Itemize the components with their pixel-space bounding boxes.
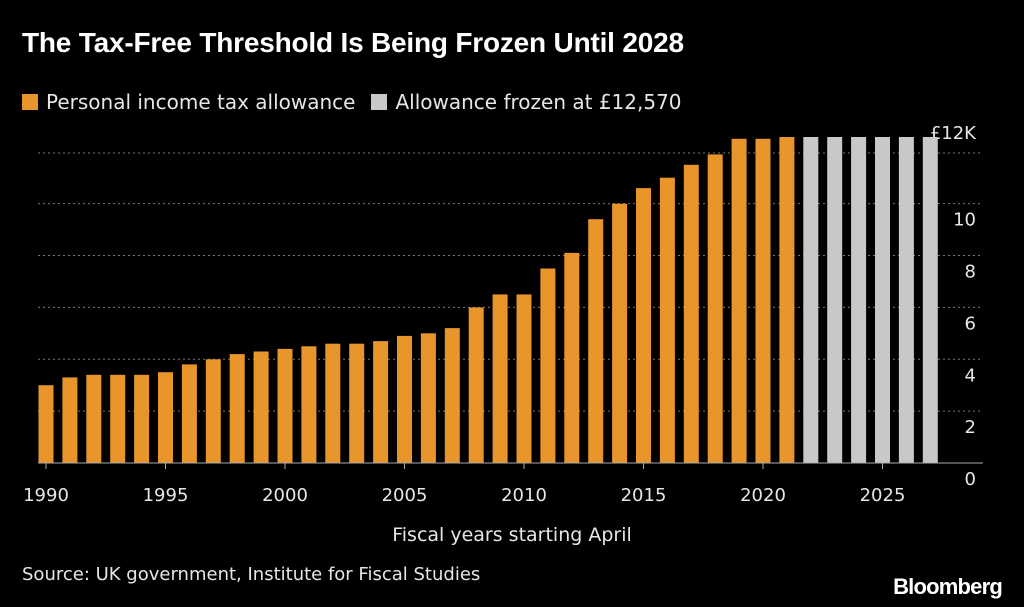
bar-2023 [827, 137, 843, 463]
bar-2000 [277, 348, 293, 463]
bar-2025 [875, 137, 890, 463]
bar-1994 [134, 374, 150, 463]
x-tick-label: 1990 [23, 485, 69, 506]
bar-2005 [397, 335, 412, 463]
chart-title: The Tax-Free Threshold Is Being Frozen U… [22, 27, 684, 58]
bar-2011 [540, 268, 556, 463]
bar-1995 [158, 372, 173, 463]
bar-1991 [62, 377, 78, 463]
legend-label-allowance: Personal income tax allowance [46, 90, 356, 114]
bar-2019 [731, 138, 747, 464]
bar-2003 [349, 343, 365, 463]
bloomberg-logo: Bloomberg [893, 574, 1003, 599]
y-tick-label: £12K [930, 123, 977, 144]
y-tick-label: 6 [965, 313, 976, 334]
bar-2017 [683, 164, 699, 464]
bar-2014 [612, 203, 628, 463]
x-tick-label: 2010 [501, 485, 547, 506]
bar-2006 [420, 333, 436, 463]
bar-2016 [659, 177, 675, 463]
bar-2021 [779, 137, 795, 463]
y-tick-label: 2 [965, 417, 976, 438]
bar-2002 [325, 343, 341, 463]
bar-2015 [636, 188, 651, 463]
bar-1993 [110, 374, 126, 463]
bar-1992 [86, 374, 102, 463]
legend-swatch-allowance [22, 94, 38, 110]
x-tick-label: 2000 [262, 485, 308, 506]
bar-2013 [588, 219, 604, 463]
source-note: Source: UK government, Institute for Fis… [22, 564, 481, 585]
x-axis-label: Fiscal years starting April [392, 524, 632, 546]
bar-1990 [38, 385, 54, 463]
x-tick-label: 2020 [740, 485, 786, 506]
bar-2010 [516, 294, 532, 463]
bar-2008 [468, 307, 484, 463]
bar-1997 [205, 359, 221, 463]
legend-item-allowance: Personal income tax allowance [22, 90, 355, 114]
bar-2022 [803, 137, 819, 463]
bar-2007 [444, 328, 460, 463]
bar-2001 [301, 346, 317, 463]
bar-2018 [707, 154, 723, 463]
x-tick-label: 2015 [621, 485, 667, 506]
bar-1999 [253, 351, 269, 463]
y-tick-label: 4 [965, 365, 976, 386]
bar-2027 [922, 137, 938, 463]
legend-item-frozen: Allowance frozen at £12,570 [371, 90, 682, 114]
bar-2024 [851, 137, 867, 463]
bar-2009 [492, 294, 508, 463]
y-tick-label: 8 [965, 262, 976, 283]
y-tick-label: 0 [965, 469, 976, 490]
y-tick-label: 10 [953, 210, 976, 231]
legend-label-frozen: Allowance frozen at £12,570 [395, 90, 682, 114]
bar-2004 [373, 341, 389, 463]
x-tick-label: 2005 [382, 485, 428, 506]
x-tick-label: 2025 [860, 485, 906, 506]
x-tick-label: 1995 [143, 485, 189, 506]
bar-2026 [898, 137, 914, 463]
legend: Personal income tax allowance Allowance … [22, 90, 698, 114]
bar-2012 [564, 252, 580, 463]
bar-1998 [229, 354, 245, 463]
bar-2020 [755, 138, 771, 464]
legend-swatch-frozen [371, 94, 388, 110]
bar-1996 [181, 364, 197, 463]
